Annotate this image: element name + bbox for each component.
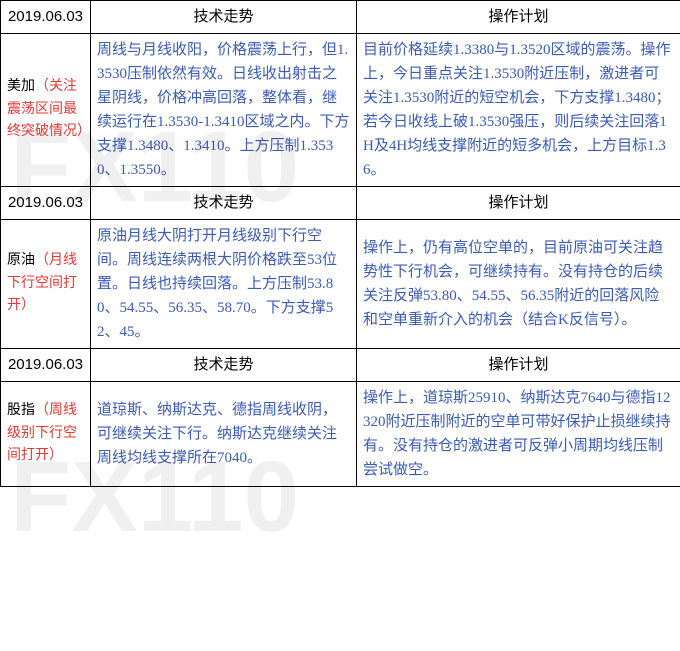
date-cell: 2019.06.03 [1, 1, 91, 34]
plan-header: 操作计划 [357, 187, 680, 220]
tech-content: 原油月线大阴打开月线级别下行空间。周线连续两根大阴价格跌至53位置。日线也持续回… [91, 220, 357, 349]
date-cell: 2019.06.03 [1, 349, 91, 382]
plan-header: 操作计划 [357, 1, 680, 34]
plan-content: 目前价格延续1.3380与1.3520区域的震荡。操作上，今日重点关注1.353… [357, 34, 680, 187]
tech-content: 周线与月线收阳，价格震荡上行，但1.3530压制依然有效。日线收出射击之星阴线，… [91, 34, 357, 187]
analysis-table: 2019.06.03 技术走势 操作计划 美加（关注震荡区间最终突破情况） 周线… [0, 0, 680, 487]
tech-content: 道琼斯、纳斯达克、德指周线收阴，可继续关注下行。纳斯达克继续关注周线均线支撑所在… [91, 382, 357, 487]
instrument-name: 原油 [7, 253, 35, 268]
tech-header: 技术走势 [91, 349, 357, 382]
instrument-label: 股指（周线级别下行空间打开） [1, 382, 91, 487]
table-row: 美加（关注震荡区间最终突破情况） 周线与月线收阳，价格震荡上行，但1.3530压… [1, 34, 680, 187]
plan-content: 操作上，仍有高位空单的，目前原油可关注趋势性下行机会，可继续持有。没有持仓的后续… [357, 220, 680, 349]
table-row: 2019.06.03 技术走势 操作计划 [1, 1, 680, 34]
tech-header: 技术走势 [91, 1, 357, 34]
instrument-label: 原油（月线下行空间打开） [1, 220, 91, 349]
table-row: 2019.06.03 技术走势 操作计划 [1, 349, 680, 382]
date-cell: 2019.06.03 [1, 187, 91, 220]
plan-content: 操作上，道琼斯25910、纳斯达克7640与德指12320附近压制附近的空单可带… [357, 382, 680, 487]
instrument-label: 美加（关注震荡区间最终突破情况） [1, 34, 91, 187]
plan-header: 操作计划 [357, 349, 680, 382]
tech-header: 技术走势 [91, 187, 357, 220]
instrument-name: 美加 [7, 79, 35, 94]
table-row: 原油（月线下行空间打开） 原油月线大阴打开月线级别下行空间。周线连续两根大阴价格… [1, 220, 680, 349]
table-row: 股指（周线级别下行空间打开） 道琼斯、纳斯达克、德指周线收阴，可继续关注下行。纳… [1, 382, 680, 487]
instrument-name: 股指 [7, 403, 35, 418]
table-row: 2019.06.03 技术走势 操作计划 [1, 187, 680, 220]
